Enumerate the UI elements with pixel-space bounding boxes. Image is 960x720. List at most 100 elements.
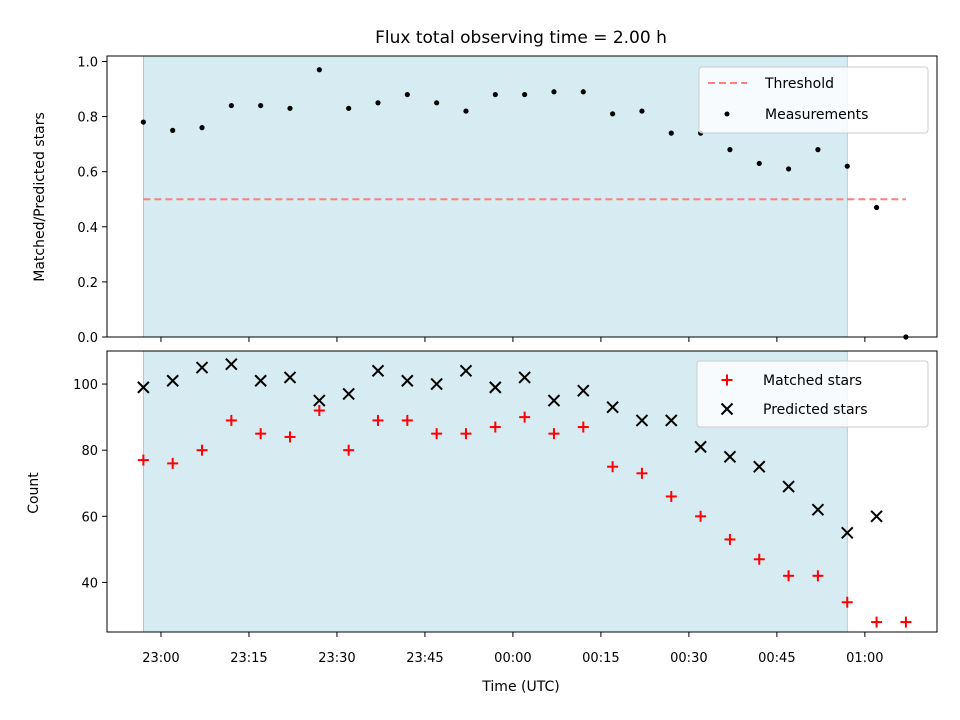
measurement-point bbox=[580, 89, 586, 95]
predicted-star-point bbox=[665, 414, 678, 427]
matched-star-point bbox=[519, 411, 531, 423]
measurement-point bbox=[404, 91, 410, 98]
y-tick-label: 40 bbox=[81, 576, 98, 591]
predicted-star-point bbox=[577, 384, 590, 397]
y-tick-label: 80 bbox=[81, 444, 98, 459]
x-stroke-b bbox=[723, 450, 737, 463]
y-tick-label: 1.0 bbox=[77, 55, 98, 70]
matched-star-point bbox=[343, 444, 355, 456]
top-plot-frame bbox=[106, 55, 938, 338]
measurement-point bbox=[287, 105, 293, 111]
legend-matched-marker bbox=[721, 374, 733, 386]
matched-stars-points bbox=[137, 405, 912, 628]
x-stroke-b bbox=[665, 414, 678, 427]
y-tick-label: 0.6 bbox=[77, 166, 98, 181]
measurement-point bbox=[551, 89, 557, 95]
x-stroke-b bbox=[606, 400, 619, 414]
x-stroke-b bbox=[694, 440, 707, 454]
predicted-star-point bbox=[635, 414, 649, 427]
predicted-star-point bbox=[489, 381, 502, 394]
x-stroke-b bbox=[137, 381, 150, 394]
x-stroke-b bbox=[166, 374, 179, 387]
matched-star-point bbox=[284, 431, 296, 443]
y-tick-label: 0.0 bbox=[77, 331, 98, 346]
x-stroke-b bbox=[313, 394, 326, 407]
x-stroke-b bbox=[635, 414, 649, 427]
bottom-x-ticks: 23:00 23:15 23:30 23:45 00:00 00:15 00:30 00:45… bbox=[142, 632, 884, 666]
matched-star-point bbox=[812, 570, 824, 582]
predicted-star-point bbox=[753, 460, 766, 473]
legend-matched-swatch bbox=[721, 374, 733, 386]
x-stroke-b bbox=[811, 503, 825, 516]
x-stroke-b bbox=[870, 510, 883, 523]
matched-star-point bbox=[577, 421, 589, 433]
measurement-point bbox=[170, 127, 176, 133]
measurement-point bbox=[434, 100, 440, 106]
bottom-plot-frame bbox=[106, 350, 938, 633]
x-tick-label: 01:00 bbox=[846, 651, 883, 666]
predicted-star-point bbox=[870, 510, 883, 523]
predicted-star-point bbox=[518, 371, 531, 384]
matched-star-point bbox=[489, 421, 501, 433]
top-y-ticks: 0.0 0.2 0.4 0.6 0.8 1.0 bbox=[77, 55, 107, 346]
legend-matched-label: Matched stars bbox=[763, 373, 862, 389]
predicted-star-point bbox=[694, 440, 707, 454]
matched-star-point bbox=[783, 570, 795, 582]
legend-measurement-swatch bbox=[724, 111, 730, 117]
matched-star-point bbox=[900, 616, 912, 628]
x-tick-label: 00:45 bbox=[758, 651, 795, 666]
x-stroke-b bbox=[841, 526, 854, 540]
predicted-star-point bbox=[811, 503, 825, 516]
x-stroke-b bbox=[430, 377, 443, 391]
measurement-point bbox=[228, 102, 234, 109]
x-axis-label: Time (UTC) bbox=[481, 679, 559, 695]
matched-star-point bbox=[724, 533, 736, 545]
matched-star-point bbox=[841, 596, 853, 608]
bottom-legend: Matched stars Predicted stars bbox=[696, 360, 929, 428]
predicted-star-point bbox=[430, 377, 443, 391]
bottom-y-axis-label: Count bbox=[26, 472, 42, 514]
predicted-star-point bbox=[547, 394, 561, 407]
matched-star-point bbox=[548, 428, 560, 440]
predicted-star-point bbox=[401, 374, 414, 387]
matched-star-point bbox=[871, 616, 883, 628]
x-stroke-b bbox=[342, 387, 355, 401]
measurement-point bbox=[639, 108, 645, 114]
matched-star-point bbox=[607, 461, 619, 473]
measurement-point bbox=[316, 67, 322, 73]
legend-predicted-swatch bbox=[720, 402, 734, 416]
matched-star-point bbox=[460, 428, 472, 440]
predicted-star-point bbox=[723, 450, 737, 463]
legend-threshold-label: Threshold bbox=[764, 76, 834, 92]
x-tick-label: 23:15 bbox=[230, 651, 267, 666]
predicted-star-point bbox=[313, 394, 326, 407]
x-tick-label: 00:15 bbox=[582, 651, 619, 666]
measurement-point bbox=[492, 91, 498, 98]
legend-predicted-label: Predicted stars bbox=[763, 402, 868, 418]
predicted-star-point bbox=[225, 358, 238, 371]
matched-star-point bbox=[665, 490, 677, 502]
matched-star-point bbox=[255, 428, 267, 440]
x-tick-label: 00:00 bbox=[494, 651, 531, 666]
matched-star-point bbox=[695, 510, 707, 522]
measurement-point bbox=[815, 147, 821, 153]
y-tick-label: 0.2 bbox=[77, 276, 98, 291]
matched-star-point bbox=[431, 428, 443, 440]
predicted-star-point bbox=[166, 374, 179, 387]
measurement-point bbox=[199, 125, 205, 131]
chart-title: Flux total observing time = 2.00 h bbox=[375, 28, 667, 48]
predicted-star-point bbox=[459, 364, 473, 378]
y-tick-label: 100 bbox=[73, 378, 98, 393]
predicted-star-point bbox=[283, 371, 297, 384]
matched-star-point bbox=[401, 414, 413, 426]
predicted-star-point bbox=[782, 480, 795, 493]
matched-star-point bbox=[753, 553, 765, 565]
x-tick-label: 00:30 bbox=[670, 651, 707, 666]
top-x-ticks bbox=[160, 337, 866, 342]
measurement-point bbox=[375, 100, 381, 106]
predicted-star-point bbox=[606, 400, 619, 414]
x-stroke-b bbox=[577, 384, 590, 397]
x-tick-label: 23:00 bbox=[142, 651, 179, 666]
x-stroke-b bbox=[720, 402, 734, 416]
